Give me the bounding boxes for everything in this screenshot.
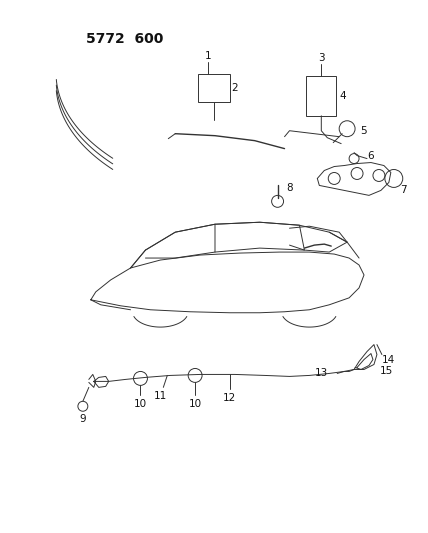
Text: 5: 5 [360, 126, 366, 136]
Text: 14: 14 [382, 354, 395, 365]
Text: 6: 6 [368, 151, 374, 160]
Text: 13: 13 [315, 368, 328, 378]
Text: 8: 8 [286, 183, 293, 193]
Text: 10: 10 [189, 399, 202, 409]
Text: 10: 10 [134, 399, 147, 409]
Text: 2: 2 [232, 83, 238, 93]
Text: 9: 9 [80, 414, 86, 424]
Bar [306, 76, 336, 116]
Text: 3: 3 [318, 53, 324, 63]
Text: 1: 1 [204, 51, 211, 61]
Text: 12: 12 [223, 393, 237, 403]
Text: 5772  600: 5772 600 [86, 32, 163, 46]
Bar [198, 74, 230, 102]
Text: 11: 11 [154, 391, 167, 401]
Text: 15: 15 [380, 367, 393, 376]
Text: 7: 7 [401, 185, 407, 196]
Text: 4: 4 [340, 91, 347, 101]
